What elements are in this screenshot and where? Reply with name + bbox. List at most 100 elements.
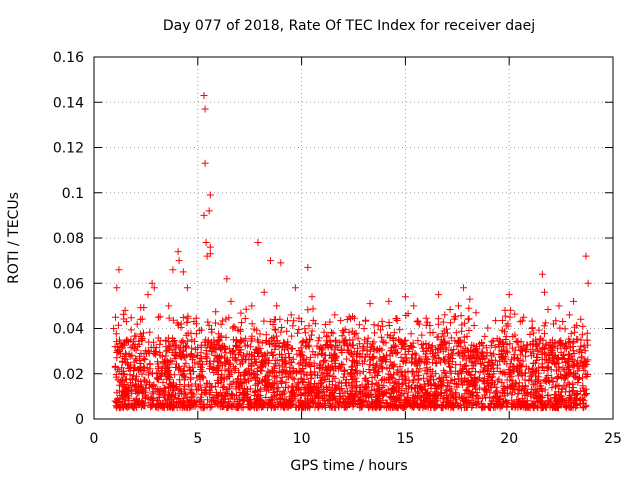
data-point [481, 385, 489, 393]
data-point [144, 291, 152, 299]
data-point [559, 318, 567, 325]
data-point [583, 373, 591, 380]
data-point [262, 377, 270, 385]
data-point [541, 400, 549, 408]
data-point [113, 284, 121, 292]
data-point [355, 321, 363, 329]
data-point [299, 337, 307, 345]
data-point [443, 325, 450, 333]
data-point [362, 398, 370, 406]
data-point [476, 359, 484, 367]
data-point [315, 334, 323, 342]
data-point [432, 359, 440, 367]
data-point [295, 360, 303, 368]
data-point [184, 381, 192, 389]
data-point [247, 360, 255, 368]
data-point [165, 314, 173, 322]
data-point [116, 336, 123, 344]
data-point [500, 385, 508, 393]
data-point [321, 404, 329, 411]
data-point [579, 404, 587, 412]
data-point [445, 339, 453, 347]
data-point [200, 400, 208, 408]
data-point [339, 327, 347, 335]
data-point [258, 358, 266, 366]
data-point [147, 403, 155, 411]
data-point [549, 378, 557, 386]
data-point [372, 379, 380, 387]
data-point [163, 375, 171, 383]
data-point [267, 383, 275, 391]
data-point [222, 333, 230, 341]
data-point [194, 352, 201, 360]
data-point [404, 367, 412, 375]
data-point [501, 306, 509, 314]
data-point [320, 328, 328, 336]
data-point [318, 350, 326, 358]
data-point [310, 368, 318, 376]
data-point [250, 391, 258, 399]
data-point [472, 343, 480, 350]
data-point [407, 402, 415, 409]
data-point [345, 346, 353, 354]
data-point [437, 404, 445, 411]
data-point [172, 391, 179, 399]
data-point [402, 336, 410, 344]
data-point [501, 353, 509, 361]
data-point [444, 379, 452, 387]
data-point [416, 365, 424, 373]
data-point [265, 340, 273, 348]
data-point [403, 356, 411, 364]
data-point [179, 397, 187, 405]
data-point [253, 326, 261, 334]
data-point [277, 328, 285, 336]
data-point [367, 356, 375, 364]
data-point [169, 403, 177, 411]
data-point [571, 328, 578, 336]
data-point [466, 295, 474, 303]
data-point [469, 348, 477, 356]
data-point [521, 369, 529, 377]
data-point [414, 318, 422, 326]
data-point [504, 389, 511, 397]
data-point [188, 382, 196, 390]
data-point [448, 385, 456, 393]
data-point [259, 402, 266, 410]
data-point [144, 347, 152, 355]
data-point [545, 344, 553, 352]
data-point [577, 315, 585, 323]
y-tick-label: 0.06 [53, 276, 84, 292]
data-point [488, 338, 496, 346]
data-point [541, 288, 548, 296]
data-point [294, 384, 302, 392]
data-point [404, 310, 412, 318]
data-point [278, 324, 286, 331]
x-tick-label: 0 [90, 431, 99, 447]
data-point [470, 322, 478, 329]
y-tick-label: 0.12 [53, 141, 84, 157]
data-point [508, 381, 516, 389]
data-point [274, 384, 282, 391]
data-point [519, 357, 527, 365]
data-point [169, 338, 177, 345]
data-point [237, 338, 245, 346]
data-point [407, 330, 415, 338]
data-point [534, 364, 542, 372]
data-point [369, 399, 377, 407]
data-point [267, 396, 275, 403]
data-point [275, 340, 283, 347]
data-point [222, 315, 230, 323]
data-point [240, 368, 248, 376]
data-point [435, 291, 443, 299]
data-point [513, 396, 521, 404]
data-point [481, 354, 489, 362]
data-point [498, 369, 506, 377]
data-point [391, 343, 399, 350]
data-point [198, 368, 206, 375]
data-point [133, 357, 141, 364]
data-point [408, 368, 416, 376]
data-point [467, 390, 475, 398]
data-point [310, 362, 318, 370]
data-point [388, 361, 396, 369]
data-point [441, 337, 449, 345]
